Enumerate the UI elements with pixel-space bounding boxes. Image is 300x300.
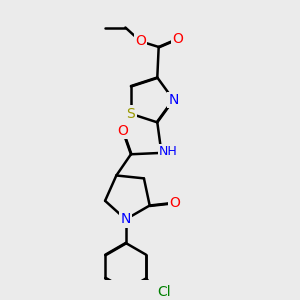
Text: N: N — [168, 93, 179, 107]
Text: O: O — [173, 32, 184, 46]
Text: NH: NH — [159, 145, 178, 158]
Text: S: S — [127, 107, 135, 121]
Text: N: N — [121, 212, 131, 226]
Text: O: O — [169, 196, 180, 210]
Text: O: O — [135, 34, 146, 48]
Text: O: O — [117, 124, 128, 138]
Text: Cl: Cl — [157, 285, 171, 299]
